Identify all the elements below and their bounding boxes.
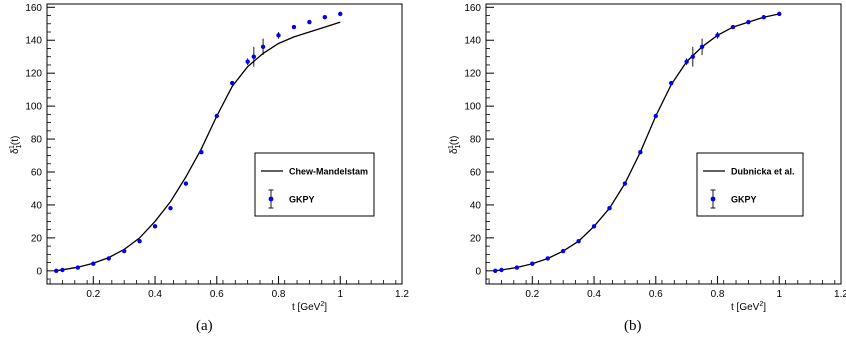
y-tick-label: 20 [470,233,482,244]
y-axis-label: δ11(t) [9,136,23,154]
data-point [591,224,597,229]
y-tick-label: 160 [25,3,42,14]
data-point [338,11,343,17]
data-point [622,181,628,186]
y-tick-label: 60 [470,168,482,179]
series-line-0 [494,13,780,272]
y-tick-label: 140 [25,36,42,47]
y-tick-label: 160 [464,3,481,14]
data-point [699,44,705,50]
data-point [152,224,158,229]
legend-label: Chew-Mandelstam [289,167,368,177]
data-point [530,261,535,266]
y-tick-label: 120 [25,69,42,80]
legend-box [696,152,804,217]
data-point [777,11,782,17]
y-tick-label: 100 [25,102,42,113]
x-tick-label: 0.2 [86,289,100,300]
legend: Dubnicka et al. GKPY [696,152,804,217]
y-tick-label: 20 [31,233,43,244]
x-axis-label: t [GeV2] [731,301,766,313]
caption-a: (a) [196,318,213,334]
y-tick-label: 140 [464,36,481,47]
series-points-1 [493,11,782,274]
panel-a: 0.2 0.4 0.6 0.8 1 1.2 0 20 40 60 80 100 120 140 160 t [… [9,3,409,313]
data-point [715,33,720,38]
legend-label: GKPY [731,195,757,205]
data-point [684,59,689,64]
data-point [291,24,297,30]
y-tick-label: 0 [36,266,42,277]
y-tick-label: 60 [31,168,43,179]
data-point [560,248,566,254]
x-tick-label: 0.4 [587,289,601,300]
data-point [106,256,111,261]
y-tick-label: 80 [470,135,482,146]
data-point [214,113,219,119]
legend-label: Dubnicka et al. [731,167,795,177]
y-tick-label: 80 [31,135,43,146]
data-point [576,238,581,244]
data-point [499,267,504,273]
y-tick-label: 100 [464,102,481,113]
data-point [75,265,81,270]
data-point [669,80,674,86]
panel-b: 0.2 0.4 0.6 0.8 1 1.2 0 20 40 60 80 100 120 140 160 t [… [448,3,846,313]
data-point [199,150,204,155]
data-point [730,24,736,30]
x-tick-label: 1.2 [834,289,846,300]
x-tick-label: 0.2 [525,289,539,300]
data-point [761,14,767,20]
legend-marker-swatch [710,196,716,202]
y-tick-label: 40 [31,200,43,211]
data-point [322,14,328,20]
x-axis-label: t [GeV2] [292,301,327,313]
y-axis-label: δ11(t) [448,136,462,154]
data-point [607,206,612,211]
x-tick-label: 0.6 [649,289,663,300]
data-point [183,181,189,186]
data-point [276,33,281,38]
plot-frame [46,3,403,285]
data-point [690,54,696,59]
legend-box [254,152,375,217]
data-point [251,54,257,59]
data-point [638,150,643,155]
data-point [54,268,59,274]
data-point [91,261,96,266]
x-tick-label: 1 [337,289,343,300]
y-tick-label: 0 [475,266,481,277]
y-tick-label: 40 [470,200,482,211]
data-point [493,268,498,274]
legend-label: GKPY [289,195,315,205]
data-point [245,59,250,64]
legend: Chew-Mandelstam GKPY [254,152,375,217]
x-tick-label: 1 [776,289,782,300]
data-point [746,19,751,25]
data-point [653,113,658,119]
plot-frame [485,3,842,285]
data-point [137,238,142,244]
x-tick-label: 0.8 [272,289,286,300]
data-point [307,19,312,25]
series-points-1 [54,11,343,274]
data-point [168,206,173,211]
legend-marker-swatch [268,196,274,202]
data-point [121,248,127,254]
data-point [514,265,520,270]
data-point [230,80,235,86]
data-point [260,44,266,50]
x-tick-label: 0.6 [210,289,224,300]
x-tick-label: 1.2 [395,289,409,300]
data-point [60,267,65,273]
x-tick-label: 0.4 [148,289,162,300]
x-tick-label: 0.8 [711,289,725,300]
caption-b: (b) [624,318,642,334]
data-point [545,256,550,261]
y-tick-label: 120 [464,69,481,80]
series-line-0 [55,21,341,272]
